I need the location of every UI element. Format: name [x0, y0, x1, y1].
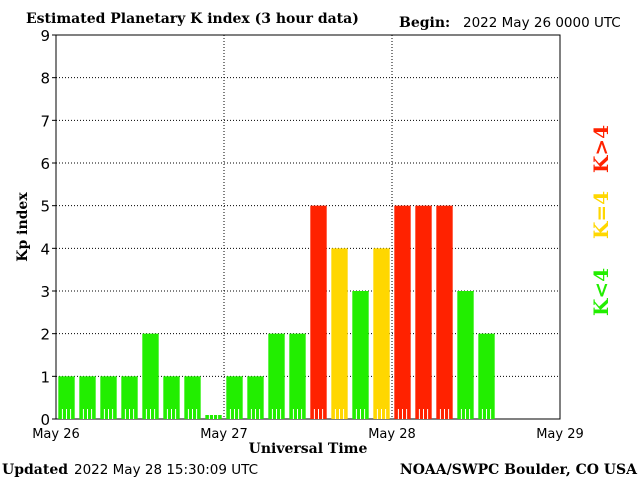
kp-bar	[436, 205, 453, 419]
kp-bar	[184, 376, 201, 419]
kp-bar	[226, 376, 243, 419]
kp-bar	[247, 376, 264, 419]
x-axis-label: Universal Time	[249, 441, 368, 457]
y-tick-label: 4	[40, 240, 50, 258]
kp-bar	[373, 248, 390, 419]
kp-bar	[394, 205, 411, 419]
kp-bar	[100, 376, 117, 419]
kp-bar	[415, 205, 432, 419]
legend-k-below-4: K<4	[589, 268, 613, 316]
x-tick-label: May 28	[368, 427, 416, 442]
y-tick-label: 8	[40, 70, 50, 88]
grid-lines	[52, 34, 560, 420]
source-credit: NOAA/SWPC Boulder, CO USA	[400, 462, 638, 478]
kp-bar	[289, 333, 306, 419]
kp-bar	[163, 376, 180, 419]
y-tick-label: 6	[40, 155, 50, 173]
updated-value: 2022 May 28 15:30:09 UTC	[74, 462, 258, 478]
y-tick-label: 2	[40, 326, 50, 344]
kp-bar	[142, 333, 159, 419]
x-tick-label: May 26	[32, 427, 80, 442]
legend-k-equal-4: K=4	[589, 191, 613, 239]
y-tick-label: 9	[40, 27, 50, 45]
updated-label: Updated	[2, 462, 68, 478]
kp-bar	[310, 205, 327, 419]
chart-title: Estimated Planetary K index (3 hour data…	[26, 11, 359, 27]
y-tick-label: 7	[40, 112, 50, 130]
plot-area	[55, 34, 561, 420]
x-tick-label: May 27	[200, 427, 248, 442]
kp-bar	[268, 333, 285, 419]
legend-k-above-4: K>4	[589, 125, 613, 173]
y-axis-label: Kp index	[15, 192, 31, 262]
y-tick-label: 0	[40, 411, 50, 429]
kp-bar	[79, 376, 96, 419]
y-tick-labels: 0 1 2 3 4 5 6 7 8 9	[40, 27, 50, 429]
begin-value: 2022 May 26 0000 UTC	[463, 15, 621, 31]
begin-label: Begin:	[399, 15, 450, 31]
kp-bar	[478, 333, 495, 419]
kp-bar	[457, 291, 474, 419]
y-tick-label: 5	[40, 198, 50, 216]
kp-bar	[121, 376, 138, 419]
kp-bar	[58, 376, 75, 419]
y-tick-label: 1	[40, 368, 50, 386]
kp-bar	[352, 291, 369, 419]
y-tick-label: 3	[40, 283, 50, 301]
bars	[58, 205, 495, 419]
x-tick-labels: May 26 May 27 May 28 May 29	[32, 427, 584, 442]
x-tick-label: May 29	[536, 427, 584, 442]
kp-bar	[331, 248, 348, 419]
